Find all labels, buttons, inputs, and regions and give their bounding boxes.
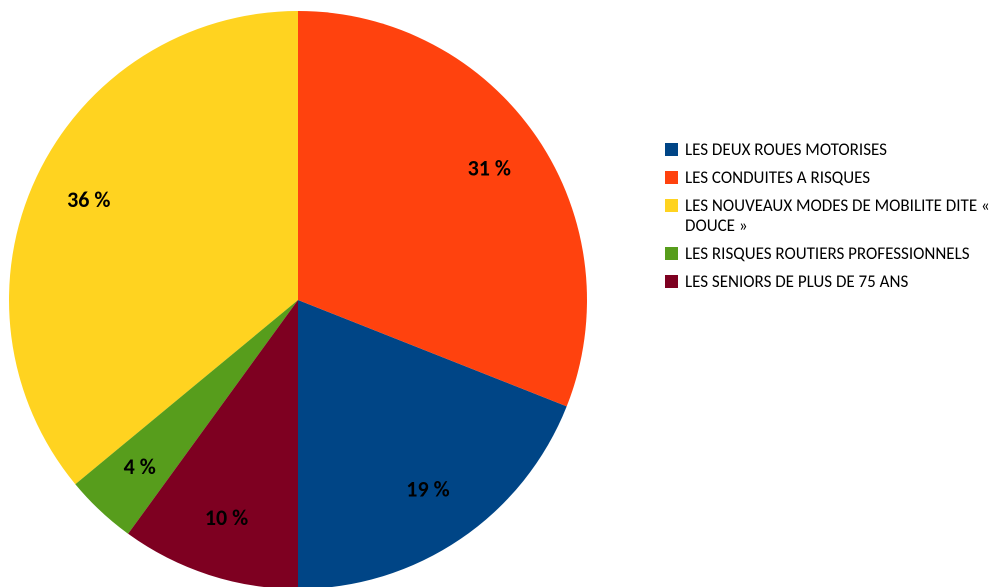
pie-slice bbox=[298, 300, 567, 587]
legend-swatch bbox=[665, 143, 678, 156]
pie-slice bbox=[75, 300, 298, 534]
legend-label: LES DEUX ROUES MOTORISES bbox=[685, 139, 887, 160]
legend-swatch bbox=[665, 171, 678, 184]
legend-item: LES RISQUES ROUTIERS PROFESSIONNELS bbox=[665, 244, 995, 264]
legend: LES DEUX ROUES MOTORISES LES CONDUITES A … bbox=[665, 140, 995, 300]
legend-item: LES NOUVEAUX MODES DE MOBILITE DITE « DO… bbox=[665, 196, 995, 236]
legend-label: LES NOUVEAUX MODES DE MOBILITE DITE « DO… bbox=[685, 195, 990, 236]
data-label: 4 % bbox=[124, 453, 156, 480]
data-label: 31 % bbox=[468, 154, 511, 181]
legend-label: LES RISQUES ROUTIERS PROFESSIONNELS bbox=[685, 243, 970, 264]
legend-swatch bbox=[665, 275, 678, 288]
pie-slice bbox=[128, 300, 298, 587]
legend-item: LES DEUX ROUES MOTORISES bbox=[665, 140, 995, 160]
legend-item: LES SENIORS DE PLUS DE 75 ANS bbox=[665, 272, 995, 292]
legend-label: LES CONDUITES A RISQUES bbox=[685, 167, 871, 188]
legend-swatch bbox=[665, 199, 678, 212]
data-label: 19 % bbox=[406, 476, 449, 503]
pie-slice bbox=[298, 11, 587, 407]
pie-slice bbox=[8, 11, 298, 485]
legend-item: LES CONDUITES A RISQUES bbox=[665, 168, 995, 188]
data-label: 36 % bbox=[67, 186, 110, 213]
data-label: 10 % bbox=[205, 504, 248, 531]
legend-swatch bbox=[665, 247, 678, 260]
legend-label: LES SENIORS DE PLUS DE 75 ANS bbox=[685, 271, 909, 292]
